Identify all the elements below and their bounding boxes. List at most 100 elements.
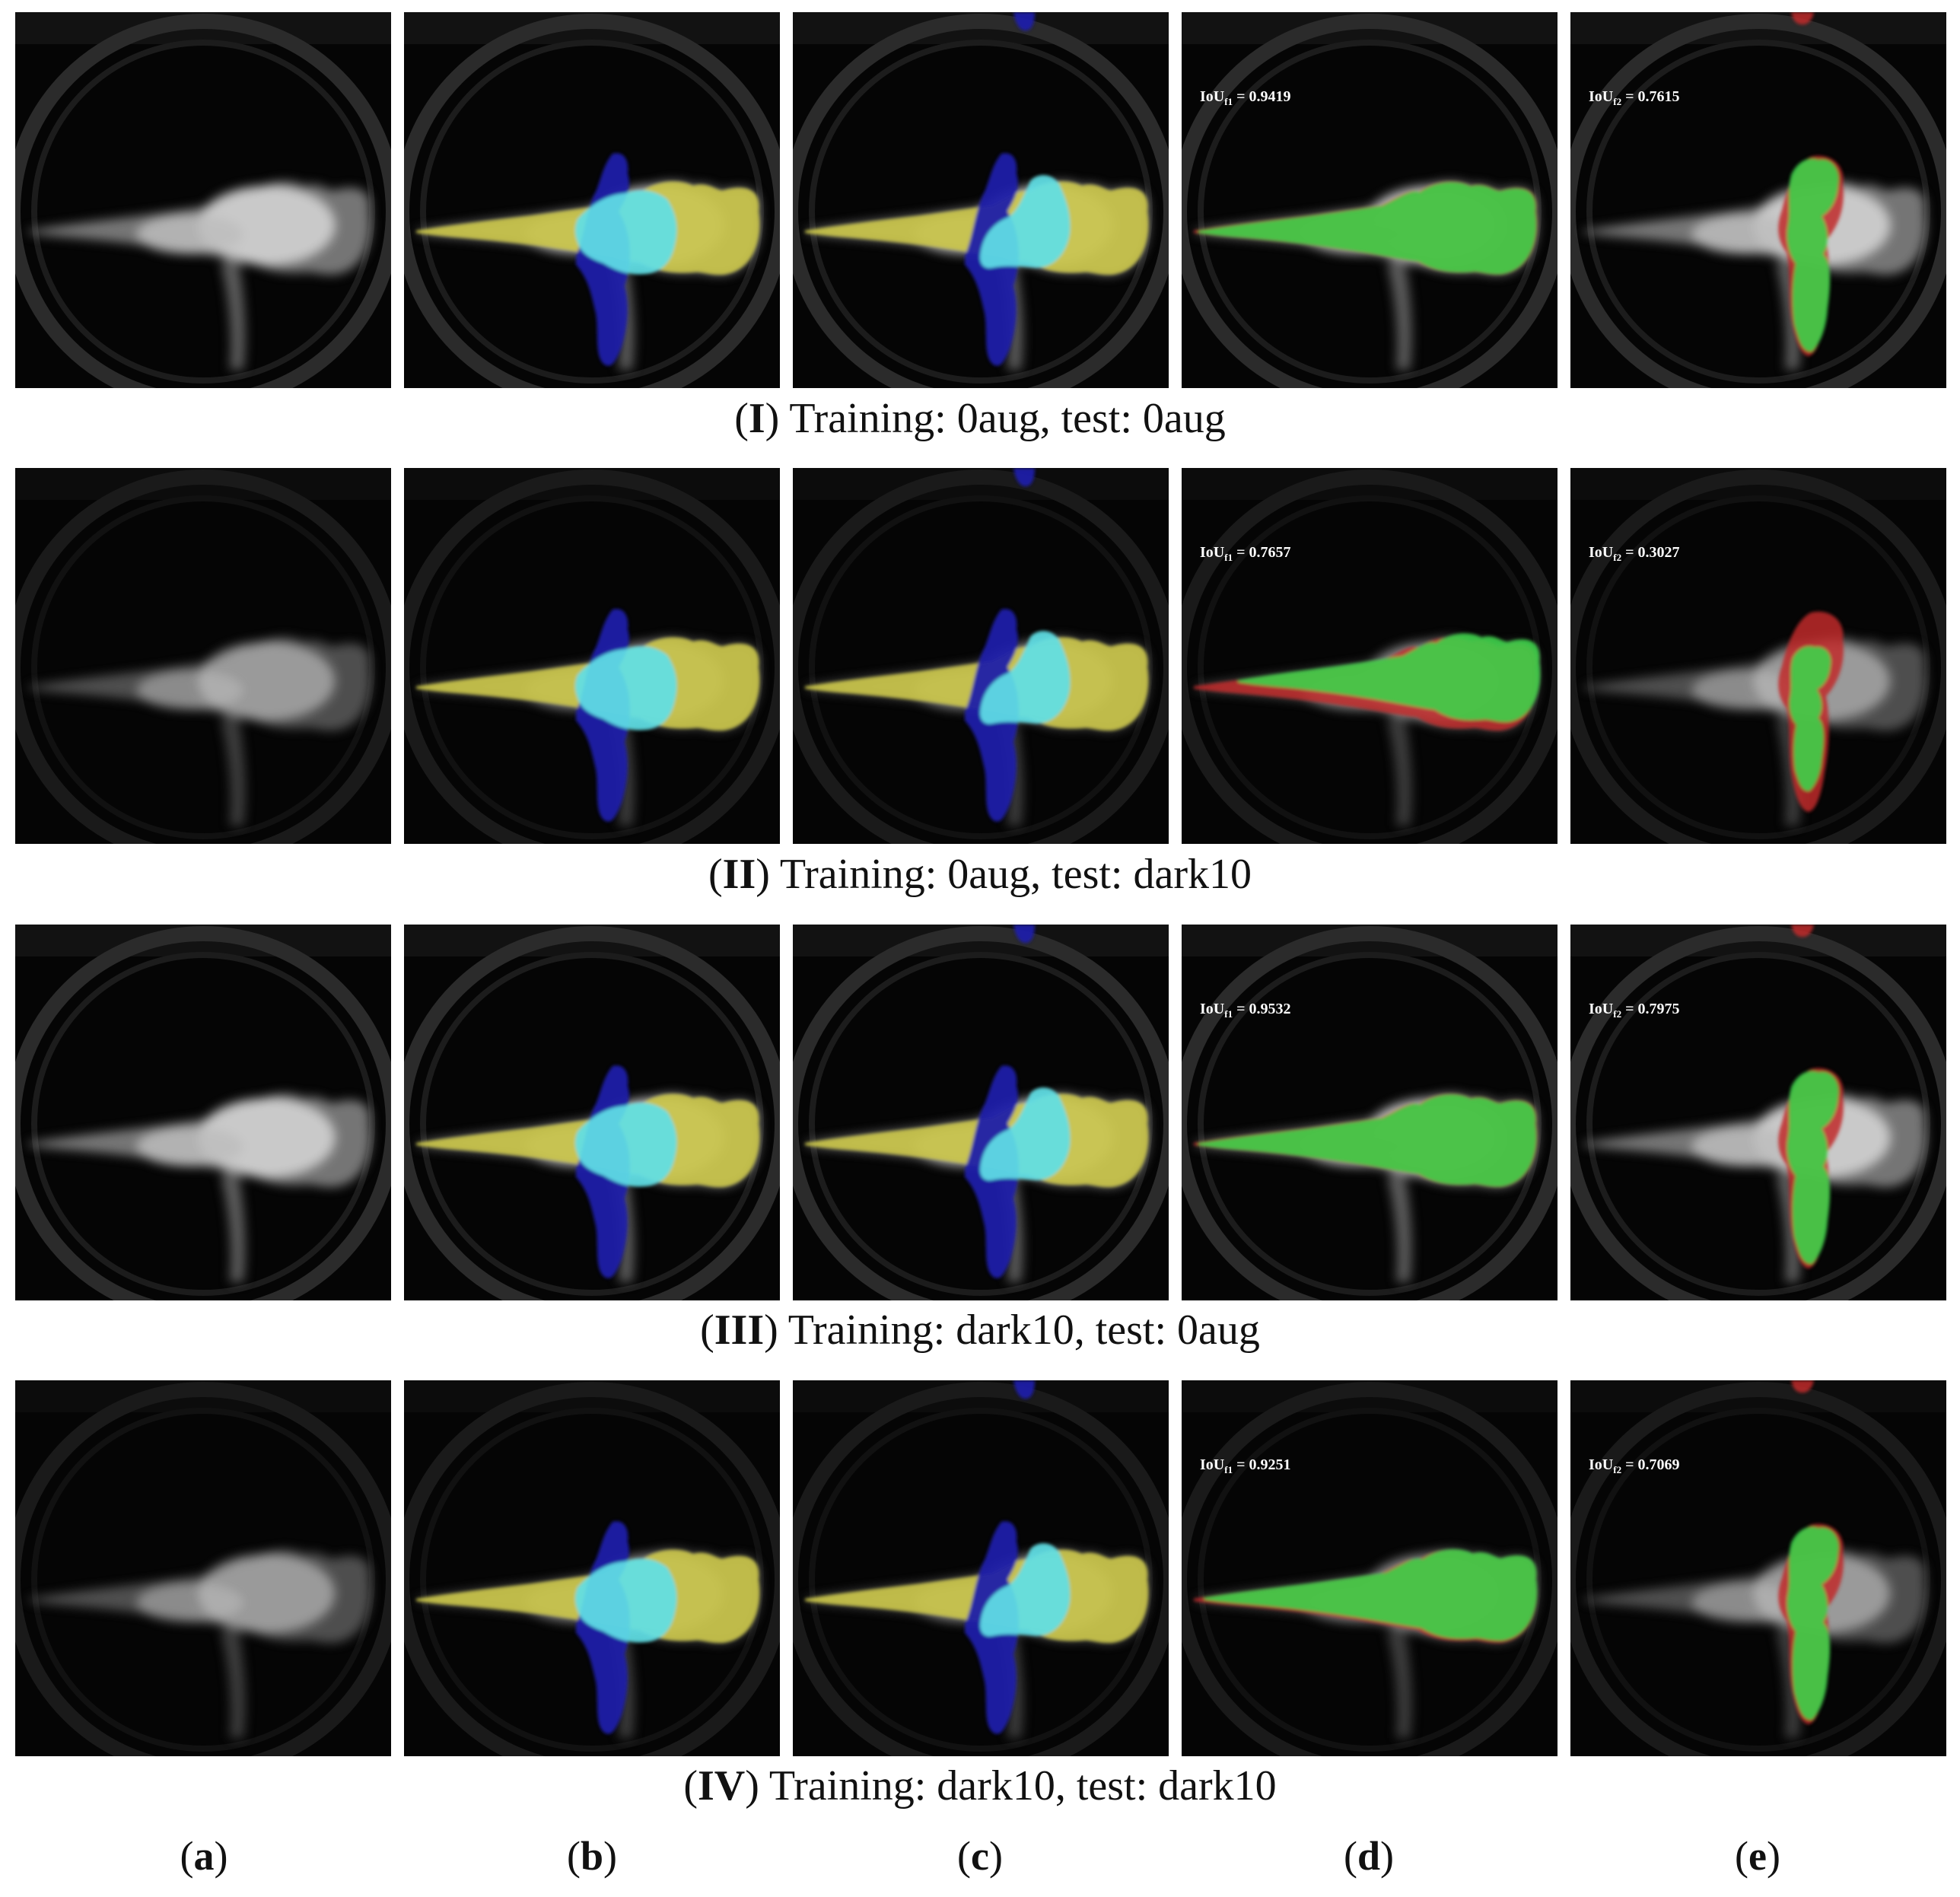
row-caption-text: Training: dark10, test: 0aug: [788, 1307, 1260, 1354]
fuel2-spurious-region: [1013, 925, 1035, 944]
segmentation-overlay: [416, 1065, 760, 1278]
row-caption: (IV) Training: dark10, test: dark10: [683, 1762, 1277, 1809]
smoke-plume: [27, 181, 371, 370]
chamber-ring-inner: [1586, 40, 1930, 384]
chamber-ring: [793, 926, 1169, 1300]
row-caption-text: Training: 0aug, test: dark10: [779, 851, 1252, 898]
match-region: [1787, 1526, 1839, 1720]
chamber-ring-inner: [420, 1408, 764, 1752]
row-numeral: II: [722, 851, 756, 898]
chamber-ring-inner: [1198, 40, 1542, 384]
segmentation-overlay: [805, 1380, 1149, 1734]
predicted-mask-row-i: [793, 12, 1169, 388]
chamber-ring: [1182, 469, 1558, 844]
iou-overlay-f2: [1778, 12, 1844, 356]
row-numeral: III: [714, 1307, 765, 1354]
segmentation-overlay: [416, 1521, 760, 1734]
input-image-row-ii: [15, 468, 391, 844]
row-caption: (III) Training: dark10, test: 0aug: [700, 1307, 1260, 1354]
chamber-ring-inner: [31, 40, 375, 384]
iou-overlay-f1: [1194, 1548, 1538, 1644]
chamber-ring: [404, 469, 780, 844]
chamber-ring: [1570, 926, 1946, 1300]
match-region: [1789, 646, 1831, 791]
smoke-plume: [27, 1549, 371, 1738]
fuel2-spurious-region: [1013, 1380, 1035, 1399]
overlap-region: [980, 1543, 1071, 1637]
chamber-ring: [793, 14, 1169, 388]
chamber-ring: [404, 926, 780, 1300]
iou-overlay-f2: [1778, 925, 1844, 1268]
chamber-ring: [1182, 1382, 1558, 1756]
overlap-region: [575, 1558, 677, 1643]
predicted-mask-row-ii: [793, 468, 1169, 844]
input-image-row-i: [15, 12, 391, 388]
fuel2-iou-overlay-row-i: IoUf2 = 0.7615: [1570, 12, 1946, 388]
chamber-ring-inner: [420, 952, 764, 1296]
row-caption-text: Training: dark10, test: dark10: [768, 1762, 1277, 1809]
match-region: [1787, 158, 1839, 352]
chamber-ring: [15, 14, 391, 388]
chamber-ring: [1570, 469, 1946, 844]
iou-f1-label: IoUf1 = 0.9419: [1200, 88, 1291, 107]
chamber-ring: [793, 469, 1169, 844]
iou-overlay-f2: [1778, 611, 1844, 812]
fuel2-spurious-region: [1013, 12, 1035, 31]
chamber-ring: [793, 1382, 1169, 1756]
match-region: [1198, 182, 1537, 275]
row-numeral: IV: [698, 1762, 746, 1809]
column-label-b: (b): [566, 1833, 617, 1879]
fuel1-iou-overlay-row-ii: IoUf1 = 0.7657: [1182, 468, 1558, 844]
smoke-plume: [27, 1093, 371, 1282]
overlap-region: [575, 190, 677, 275]
chamber-ring-inner: [1586, 1408, 1930, 1752]
chamber-ring-inner: [1586, 495, 1930, 839]
chamber-ring-inner: [809, 952, 1153, 1296]
chamber-ring-inner: [31, 952, 375, 1296]
fuel2-iou-overlay-row-ii: IoUf2 = 0.3027: [1570, 468, 1946, 844]
segmentation-overlay: [416, 609, 760, 822]
chamber-ring-inner: [1586, 952, 1930, 1296]
match-region: [1787, 1071, 1839, 1265]
overlap-region: [980, 175, 1071, 269]
ground-truth-mask-row-ii: [404, 468, 780, 844]
overlap-region: [575, 646, 677, 730]
input-image-row-iv: [15, 1380, 391, 1756]
predicted-mask-row-iii: [793, 925, 1169, 1300]
column-label-c: (c): [957, 1833, 1003, 1879]
ground-truth-mask-row-iii: [404, 925, 780, 1300]
column-label-e: (e): [1735, 1833, 1780, 1879]
segmentation-overlay: [805, 468, 1149, 822]
overlap-region: [980, 1087, 1071, 1181]
column-label-d: (d): [1343, 1833, 1394, 1879]
fuel2-spurious-region: [1013, 468, 1035, 487]
iou-f1-label: IoUf1 = 0.7657: [1200, 544, 1291, 563]
segmentation-overlay: [805, 12, 1149, 366]
spurious-region: [1791, 925, 1814, 937]
iou-overlay-f1: [1194, 633, 1541, 731]
ground-truth-mask-row-iv: [404, 1380, 780, 1756]
chamber-ring-inner: [1198, 952, 1542, 1296]
iou-overlay-f1: [1194, 1093, 1538, 1188]
ground-truth-mask-row-i: [404, 12, 780, 388]
fuel1-iou-overlay-row-iii: IoUf1 = 0.9532: [1182, 925, 1558, 1300]
fuel2-iou-overlay-row-iii: IoUf2 = 0.7975: [1570, 925, 1946, 1300]
chamber-ring-inner: [31, 495, 375, 839]
iou-f2-label: IoUf2 = 0.3027: [1589, 544, 1680, 563]
iou-f2-label: IoUf2 = 0.7975: [1589, 1001, 1680, 1020]
iou-f2-label: IoUf2 = 0.7615: [1589, 88, 1680, 107]
chamber-ring-inner: [809, 1408, 1153, 1752]
chamber-ring: [1182, 14, 1558, 388]
chamber-ring: [1570, 14, 1946, 388]
fuel1-iou-overlay-row-i: IoUf1 = 0.9419: [1182, 12, 1558, 388]
chamber-ring-inner: [1198, 1408, 1542, 1752]
iou-overlay-f2: [1778, 1380, 1844, 1724]
spurious-region: [1791, 1380, 1814, 1393]
input-image-row-iii: [15, 925, 391, 1300]
match-region: [1204, 1548, 1538, 1641]
chamber-ring-inner: [31, 1408, 375, 1752]
iou-f1-label: IoUf1 = 0.9532: [1200, 1001, 1291, 1020]
chamber-ring: [404, 1382, 780, 1756]
chamber-ring: [404, 14, 780, 388]
row-caption-text: Training: 0aug, test: 0aug: [789, 395, 1226, 442]
